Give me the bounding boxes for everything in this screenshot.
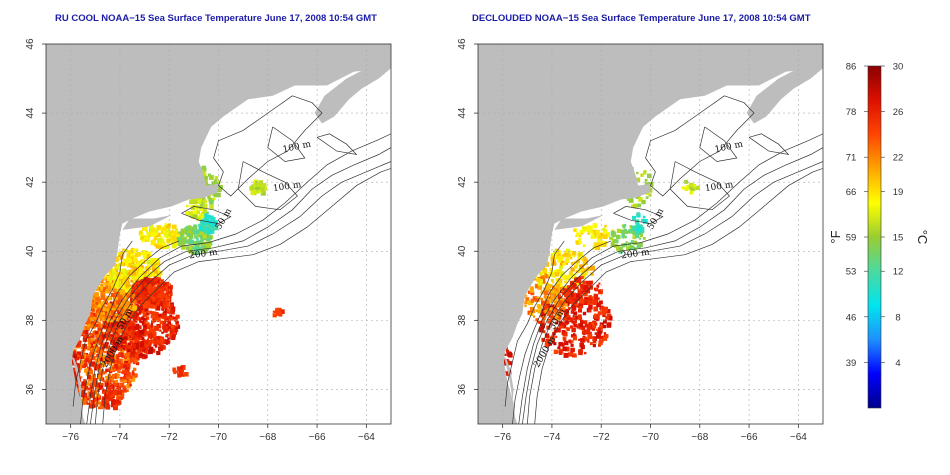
north-america-land [46,44,391,424]
lat-lon-grid [46,44,391,424]
celsius-tick-label: 8 [895,312,900,323]
longitude-tick-label: −76 [494,432,511,443]
longitude-tick-label: −76 [62,432,79,443]
map-axes: −76 −74 −72 −70 −68 −66 −64 36 38 40 42 44 46 [25,38,375,443]
isobath-line [699,126,738,162]
isobath-line [504,240,565,407]
isobath-line [94,161,391,424]
latitude-tick-label: 42 [457,176,468,188]
latitude-tick-label: 40 [457,245,468,257]
longitude-tick-label: −70 [642,432,659,443]
isobath-label: 200 m [621,247,651,261]
temperature-colorbar: 86 78 71 66 59 53 46 39 30 26 22 19 15 12 8 4 °F °C [828,62,930,409]
latitude-tick-label: 38 [457,314,468,326]
isobath-label: 200 m [189,247,219,261]
land-mask [46,44,391,424]
fahrenheit-tick-label: 78 [846,107,857,118]
isobath-line [72,240,133,407]
longitude-tick-label: −72 [161,432,178,443]
long-island-land [122,215,172,230]
latitude-tick-label: 40 [25,245,36,257]
long-island-land [554,215,604,230]
isobath-line [90,147,391,424]
left-panel-title: RU COOL NOAA−15 Sea Surface Temperature … [55,13,377,24]
land-mask [478,44,823,424]
nova-scotia-land [746,68,823,124]
isobath-line [213,95,323,197]
fahrenheit-tick-label: 46 [846,312,857,323]
isobath-line [512,240,612,424]
celsius-tick-label: 26 [893,107,904,118]
isobath-line [645,95,755,197]
lat-lon-grid [478,44,823,424]
fahrenheit-tick-label: 59 [846,233,857,244]
celsius-tick-label: 12 [893,267,904,278]
isobath-line [518,133,823,424]
celsius-ticks: 30 26 22 19 15 12 8 4 [881,62,903,369]
celsius-tick-label: 22 [893,153,904,164]
longitude-tick-label: −64 [358,432,375,443]
latitude-tick-label: 36 [25,383,36,395]
nova-scotia-land [314,68,391,124]
isobath-line [748,133,790,156]
celsius-unit-label: °C [915,230,930,245]
longitude-tick-label: −66 [309,432,326,443]
celsius-tick-label: 30 [893,62,904,73]
bathymetry-contours [504,95,823,424]
celsius-tick-label: 4 [895,358,900,369]
latitude-tick-label: 46 [457,38,468,50]
longitude-tick-label: −72 [593,432,610,443]
map-axes: −76 −74 −72 −70 −68 −66 −64 36 38 40 42 44 46 [457,38,807,443]
celsius-tick-label: 19 [893,187,904,198]
isobath-label: 100 m [704,180,734,194]
north-america-land [478,44,823,424]
fahrenheit-tick-label: 71 [846,153,857,164]
isobath-line [522,147,823,424]
longitude-tick-label: −74 [111,432,128,443]
longitude-tick-label: −68 [259,432,276,443]
isobath-label: 100 m [272,180,302,194]
fahrenheit-tick-label: 53 [846,267,857,278]
celsius-tick-label: 15 [893,233,904,244]
colorbar-bar [867,65,882,409]
isobath-line [669,161,730,211]
isobath-line [237,161,298,211]
longitude-tick-label: −74 [543,432,560,443]
fahrenheit-tick-label: 86 [846,62,857,73]
isobath-line [526,161,823,424]
longitude-tick-label: −66 [741,432,758,443]
isobath-line [267,126,306,162]
latitude-tick-label: 36 [457,383,468,395]
latitude-tick-label: 44 [25,107,36,119]
isobath-line [316,133,358,156]
outer-banks-land [71,356,82,414]
isobath-line [181,206,232,224]
longitude-tick-label: −68 [691,432,708,443]
isobath-line [80,240,180,424]
latitude-tick-label: 44 [457,107,468,119]
outer-banks-land [503,356,514,414]
isobath-line [534,168,823,424]
isobath-line [613,206,664,224]
bathymetry-contours [72,95,391,424]
fahrenheit-tick-label: 66 [846,187,857,198]
latitude-tick-label: 42 [25,176,36,188]
isobath-line [86,133,391,424]
longitude-tick-label: −64 [790,432,807,443]
latitude-tick-label: 46 [25,38,36,50]
fahrenheit-unit-label: °F [828,230,843,243]
fahrenheit-ticks: 86 78 71 66 59 53 46 39 [846,62,868,369]
right-panel-title: DECLOUDED NOAA−15 Sea Surface Temperatur… [472,13,811,24]
longitude-tick-label: −70 [210,432,227,443]
latitude-tick-label: 38 [25,314,36,326]
fahrenheit-tick-label: 39 [846,358,857,369]
isobath-line [102,168,391,424]
